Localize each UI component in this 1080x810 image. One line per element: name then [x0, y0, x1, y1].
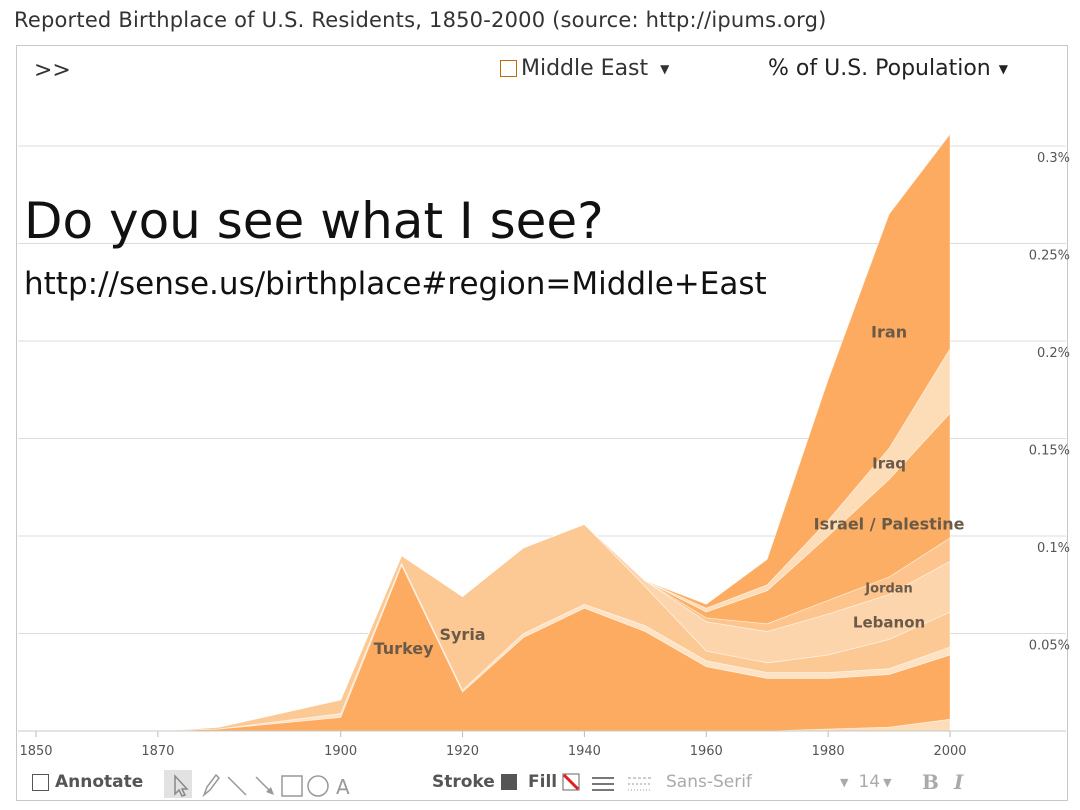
rectangle-icon[interactable]: [281, 775, 303, 797]
metric-dropdown[interactable]: % of U.S. Population ▼: [768, 56, 1008, 81]
fill-control[interactable]: Fill: [528, 772, 580, 792]
font-size-select[interactable]: ▼ 14 ▼: [840, 772, 892, 792]
region-swatch-icon: [500, 60, 517, 77]
stroke-swatch-icon[interactable]: [500, 774, 517, 790]
chevron-down-icon: ▼: [883, 775, 892, 789]
stroke-label: Stroke: [432, 772, 495, 792]
expand-button[interactable]: >>: [34, 58, 71, 83]
ellipse-icon[interactable]: [307, 775, 329, 797]
font-family-select[interactable]: Sans-Serif: [666, 772, 752, 792]
arrow-icon[interactable]: [255, 776, 274, 795]
line-icon[interactable]: [227, 776, 247, 796]
selected-tool-highlight: [164, 770, 192, 798]
overlay-question: Do you see what I see?: [24, 192, 604, 250]
metric-dropdown-label: % of U.S. Population: [768, 56, 991, 81]
overlay-url: http://sense.us/birthplace#region=Middle…: [24, 266, 767, 302]
bold-button[interactable]: B: [922, 770, 939, 794]
annotate-toggle[interactable]: Annotate: [32, 772, 143, 792]
chart-title: Reported Birthplace of U.S. Residents, 1…: [14, 8, 827, 32]
no-fill-icon[interactable]: [562, 773, 580, 791]
line-weight-icon[interactable]: [592, 777, 614, 791]
chevron-down-icon: ▼: [660, 61, 670, 76]
annotate-label: Annotate: [55, 772, 144, 792]
pointer-icon[interactable]: [174, 774, 189, 797]
chevron-down-icon: ▼: [998, 61, 1008, 76]
stroke-control[interactable]: Stroke: [432, 772, 517, 792]
italic-button[interactable]: I: [954, 770, 964, 794]
checkbox-icon[interactable]: [32, 773, 49, 791]
fill-label: Fill: [528, 772, 558, 792]
region-dropdown-label: Middle East: [521, 56, 649, 81]
pencil-icon[interactable]: [202, 773, 220, 798]
annotation-toolbar: Annotate A Stroke Fill: [30, 770, 1060, 800]
region-dropdown[interactable]: Middle East ▼: [500, 56, 669, 81]
text-tool-icon[interactable]: A: [336, 775, 350, 799]
chart-frame: [16, 45, 1068, 801]
drawing-tools: A: [174, 773, 350, 799]
dash-style-icon[interactable]: [628, 777, 652, 791]
line-style-icons: [592, 777, 652, 791]
font-size-value: 14: [858, 772, 881, 792]
chevron-down-icon: ▼: [840, 775, 849, 789]
